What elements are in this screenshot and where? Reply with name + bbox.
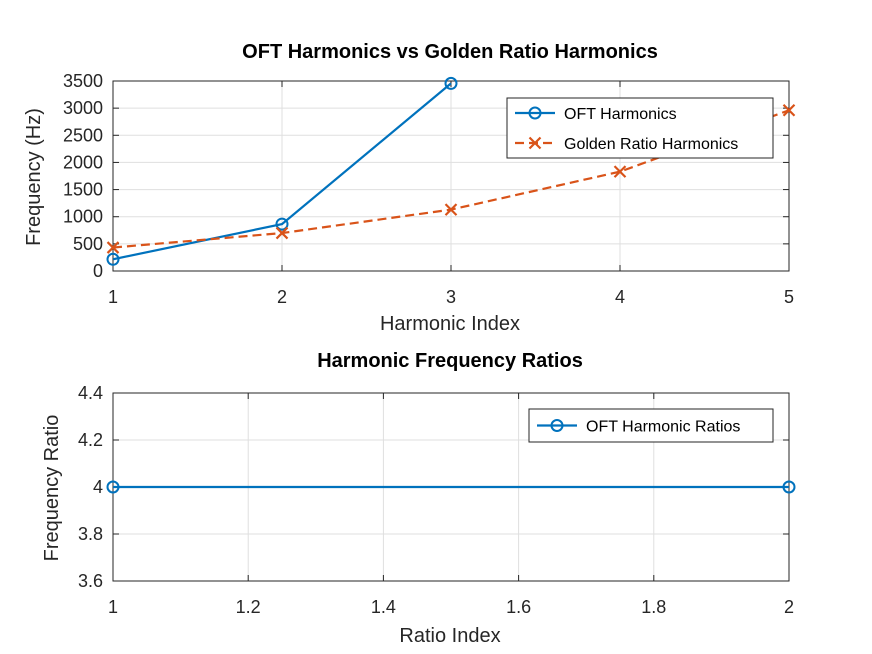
series-line (113, 82, 452, 261)
data-point (444, 203, 458, 216)
chart-title: OFT Harmonics vs Golden Ratio Harmonics (242, 41, 658, 63)
x-axis-label: Ratio Index (399, 625, 500, 647)
data-point (782, 103, 796, 117)
chart-harmonics: OFT Harmonics vs Golden Ratio Harmonics … (23, 41, 796, 335)
x-tick-label: 1 (108, 597, 118, 617)
data-point (275, 226, 289, 240)
y-tick-label: 0 (93, 261, 103, 281)
y-tick-label: 1500 (63, 180, 103, 200)
x-tick-label: 1.6 (506, 597, 531, 617)
legend: OFT Harmonics Golden Ratio Harmonics (506, 97, 774, 159)
y-tick-label: 3500 (63, 71, 103, 91)
y-tick-label: 4.4 (78, 383, 103, 403)
y-tick-label: 2000 (63, 152, 103, 172)
data-point (782, 480, 796, 494)
legend-swatch-marker (528, 106, 542, 120)
legend: OFT Harmonic Ratios (528, 408, 774, 443)
x-tick-label: 1.2 (236, 597, 261, 617)
x-tick-label: 1.8 (641, 597, 666, 617)
y-tick-label: 3.6 (78, 571, 103, 591)
legend-swatch-marker (550, 419, 564, 432)
legend-entry-label: OFT Harmonic Ratios (586, 419, 740, 436)
legend-box (506, 97, 774, 159)
data-point (106, 241, 120, 254)
y-tick-label: 4 (93, 477, 103, 497)
x-tick-label: 1 (108, 287, 118, 307)
y-tick-label: 3000 (63, 98, 103, 118)
legend-entry-label: Golden Ratio Harmonics (564, 136, 738, 153)
x-tick-label: 5 (784, 287, 794, 307)
y-tick-label: 500 (73, 234, 103, 254)
x-tick-label: 1.4 (371, 597, 396, 617)
x-tick-label: 2 (277, 287, 287, 307)
x-tick-label: 2 (784, 597, 794, 617)
y-tick-label: 3.8 (78, 524, 103, 544)
x-tick-label: 3 (446, 287, 456, 307)
data-point (106, 252, 120, 266)
data-point (444, 76, 458, 90)
chart-title: Harmonic Frequency Ratios (317, 350, 583, 372)
x-axis-label: Harmonic Index (380, 313, 520, 335)
data-point (613, 165, 627, 178)
legend-entry-label: OFT Harmonics (564, 106, 677, 123)
legend-swatch-marker (528, 136, 542, 150)
chart-ratios: Harmonic Frequency Ratios Ratio Index Fr… (41, 350, 796, 647)
data-point (275, 217, 289, 231)
y-axis-label: Frequency (Hz) (23, 108, 45, 246)
data-point (106, 480, 120, 494)
y-tick-label: 1000 (63, 207, 103, 227)
y-tick-label: 2500 (63, 125, 103, 145)
y-tick-label: 4.2 (78, 430, 103, 450)
x-tick-label: 4 (615, 287, 625, 307)
y-axis-label: Frequency Ratio (41, 415, 63, 562)
